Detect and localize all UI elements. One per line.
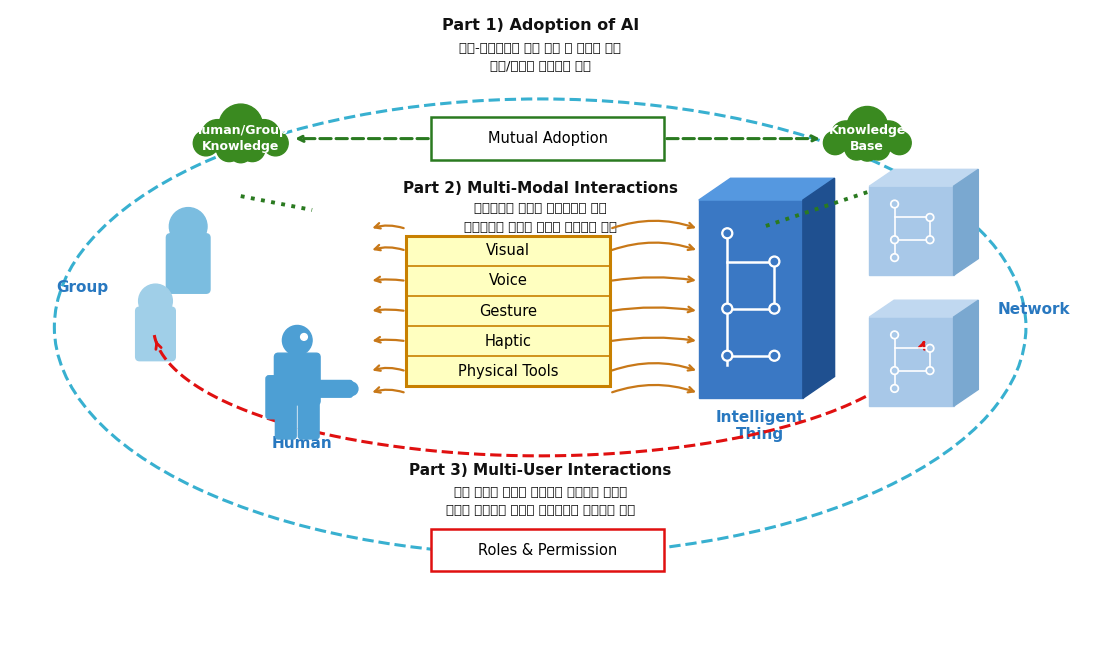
Circle shape bbox=[722, 228, 733, 239]
Circle shape bbox=[769, 350, 780, 361]
FancyBboxPatch shape bbox=[275, 396, 296, 439]
Circle shape bbox=[890, 367, 899, 375]
Polygon shape bbox=[869, 300, 978, 317]
Text: 인간 그룹과 지능형 네트워크 사물간의 관계와
역할을 이해하여 맞춤형 인터랙션을 형성하는 과정: 인간 그룹과 지능형 네트워크 사물간의 관계와 역할을 이해하여 맞춤형 인터… bbox=[446, 486, 635, 517]
FancyBboxPatch shape bbox=[274, 353, 320, 405]
FancyBboxPatch shape bbox=[431, 117, 664, 160]
Text: Gesture: Gesture bbox=[479, 303, 537, 318]
Circle shape bbox=[344, 382, 358, 395]
Circle shape bbox=[831, 121, 861, 151]
Polygon shape bbox=[803, 179, 834, 399]
Circle shape bbox=[926, 236, 934, 244]
Text: Intelligent
Thing: Intelligent Thing bbox=[715, 410, 804, 443]
Circle shape bbox=[229, 140, 252, 163]
FancyBboxPatch shape bbox=[266, 376, 283, 419]
Polygon shape bbox=[698, 179, 834, 200]
Circle shape bbox=[928, 368, 932, 373]
Polygon shape bbox=[869, 317, 954, 406]
Circle shape bbox=[769, 303, 780, 314]
Circle shape bbox=[247, 120, 280, 152]
Text: Human: Human bbox=[272, 437, 333, 452]
Text: Knowledge
Base: Knowledge Base bbox=[829, 124, 906, 153]
Circle shape bbox=[926, 344, 934, 352]
Circle shape bbox=[892, 202, 897, 206]
Circle shape bbox=[844, 137, 869, 160]
Text: Part 2) Multi-Modal Interactions: Part 2) Multi-Modal Interactions bbox=[402, 181, 677, 195]
Text: Group: Group bbox=[56, 280, 108, 295]
Circle shape bbox=[240, 137, 265, 162]
Circle shape bbox=[892, 386, 897, 391]
Circle shape bbox=[892, 368, 897, 373]
Text: Mutual Adoption: Mutual Adoption bbox=[488, 131, 607, 146]
FancyBboxPatch shape bbox=[299, 396, 319, 439]
Circle shape bbox=[724, 305, 731, 312]
Text: Voice: Voice bbox=[488, 274, 527, 289]
Circle shape bbox=[928, 346, 932, 351]
Circle shape bbox=[926, 367, 934, 375]
Text: Physical Tools: Physical Tools bbox=[458, 364, 558, 379]
Circle shape bbox=[892, 256, 897, 259]
Circle shape bbox=[890, 236, 899, 244]
Circle shape bbox=[202, 120, 234, 152]
Circle shape bbox=[890, 384, 899, 392]
Polygon shape bbox=[698, 200, 803, 399]
Circle shape bbox=[769, 256, 780, 267]
FancyBboxPatch shape bbox=[312, 380, 353, 397]
Text: Part 3) Multi-User Interactions: Part 3) Multi-User Interactions bbox=[409, 463, 672, 478]
FancyBboxPatch shape bbox=[407, 236, 609, 386]
Circle shape bbox=[263, 131, 289, 156]
Circle shape bbox=[218, 104, 263, 148]
Circle shape bbox=[890, 331, 899, 339]
Circle shape bbox=[867, 137, 890, 160]
Circle shape bbox=[928, 215, 932, 219]
Circle shape bbox=[926, 214, 934, 221]
FancyBboxPatch shape bbox=[293, 342, 302, 358]
Text: Haptic: Haptic bbox=[485, 334, 531, 349]
Polygon shape bbox=[954, 300, 978, 406]
Circle shape bbox=[724, 353, 731, 359]
Circle shape bbox=[216, 137, 242, 162]
Text: 자연스럽고 직관적 인터랙션을 통해
신뢰감있는 개인적 관계를 형성하는 과정: 자연스럽고 직관적 인터랙션을 통해 신뢰감있는 개인적 관계를 형성하는 과정 bbox=[463, 202, 617, 234]
Text: Human/Group
Knowledge: Human/Group Knowledge bbox=[193, 124, 290, 153]
Polygon shape bbox=[869, 170, 978, 186]
Circle shape bbox=[892, 237, 897, 242]
Circle shape bbox=[928, 237, 932, 242]
Circle shape bbox=[892, 333, 897, 337]
Circle shape bbox=[771, 305, 778, 312]
Circle shape bbox=[890, 200, 899, 208]
Circle shape bbox=[169, 208, 207, 245]
Text: Roles & Permission: Roles & Permission bbox=[478, 543, 617, 558]
Circle shape bbox=[823, 131, 847, 155]
Circle shape bbox=[138, 284, 173, 318]
Circle shape bbox=[722, 350, 733, 361]
Text: Part 1) Adoption of AI: Part 1) Adoption of AI bbox=[441, 18, 638, 33]
Circle shape bbox=[771, 353, 778, 359]
Polygon shape bbox=[954, 170, 978, 276]
FancyBboxPatch shape bbox=[166, 234, 211, 293]
Circle shape bbox=[771, 258, 778, 265]
FancyBboxPatch shape bbox=[136, 307, 175, 360]
Text: Network: Network bbox=[997, 302, 1071, 316]
FancyBboxPatch shape bbox=[431, 529, 664, 571]
Circle shape bbox=[890, 254, 899, 261]
Circle shape bbox=[301, 334, 307, 340]
Text: 인간-인공지능은 상호 개발 및 수용을 통해
지식/지능을 높여가는 과정: 인간-인공지능은 상호 개발 및 수용을 통해 지식/지능을 높여가는 과정 bbox=[459, 41, 622, 73]
Circle shape bbox=[283, 325, 312, 355]
Polygon shape bbox=[869, 186, 954, 276]
Circle shape bbox=[873, 121, 903, 151]
Circle shape bbox=[724, 230, 731, 236]
Circle shape bbox=[722, 303, 733, 314]
Circle shape bbox=[847, 107, 888, 147]
Text: Visual: Visual bbox=[486, 243, 530, 258]
Circle shape bbox=[888, 131, 911, 155]
Circle shape bbox=[194, 131, 218, 156]
Circle shape bbox=[857, 140, 878, 161]
